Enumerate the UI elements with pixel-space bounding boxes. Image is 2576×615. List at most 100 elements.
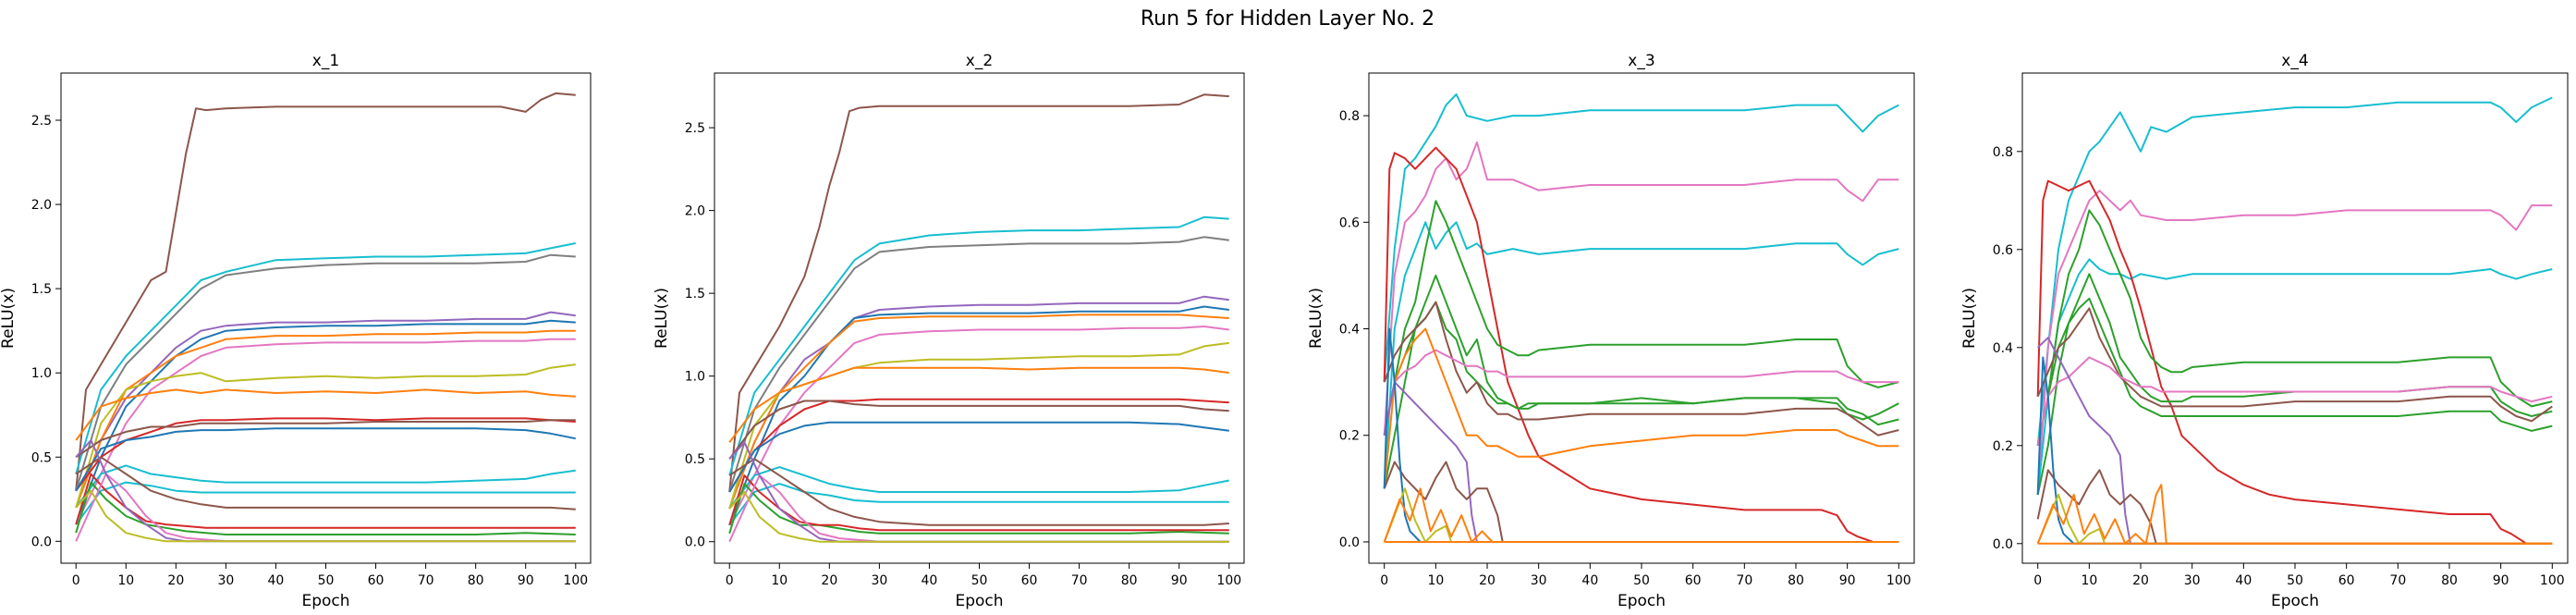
y-tick-label: 2.0 — [685, 204, 705, 219]
y-tick-label: 0.0 — [1993, 537, 2013, 552]
series-line-8 — [1383, 301, 1899, 437]
subplot-grid: 0 10 20 30 40 50 60 70 80 90 1000.00.51.01.52.02.5… — [0, 52, 2569, 610]
x-tick-label: 70 — [2389, 573, 2406, 588]
series-line-10 — [2037, 337, 2553, 545]
x-tick-label: 70 — [1071, 573, 1088, 588]
subplot-4: 0 10 20 30 40 50 60 70 80 90 100 0.0 0.2 0.4 0.6 0.8 x_4… — [1960, 52, 2569, 610]
series-line-2 — [75, 242, 576, 474]
y-tick-label: 1.5 — [31, 282, 52, 297]
series-line-9 — [728, 366, 1229, 443]
x-tick-label: 70 — [418, 573, 434, 588]
x-tick-label: 10 — [1427, 573, 1444, 588]
series-line-4 — [75, 311, 576, 509]
x-tick-label: 80 — [1121, 573, 1138, 588]
series-line-5 — [2036, 209, 2553, 447]
series-line-16 — [75, 481, 576, 535]
x-tick-label: 60 — [368, 573, 385, 588]
series-line-10 — [728, 398, 1229, 493]
series-line-7 — [75, 338, 576, 525]
y-tick-label: 2.5 — [685, 121, 705, 136]
x-tick-label: 20 — [2132, 573, 2149, 588]
y-tick-label: 0.8 — [1993, 145, 2013, 160]
x-axis-label: Epoch — [955, 592, 1003, 610]
y-axis-label: ReLU(x) — [0, 288, 18, 349]
series-line-2 — [1383, 141, 1899, 436]
series-line-17 — [728, 474, 1229, 532]
y-tick-label: 1.0 — [31, 366, 52, 381]
x-tick-label: 60 — [1021, 573, 1038, 588]
series-line-1 — [1383, 93, 1899, 383]
series-line-5 — [728, 305, 1229, 526]
subplot-3: 0 10 20 30 40 50 60 70 80 90 100 0.0 0.2 0.4 0.6 0.8 x_3… — [1307, 52, 1915, 610]
x-tick-label: 80 — [468, 573, 484, 588]
x-tick-label: 100 — [563, 573, 588, 588]
x-tick-label: 80 — [1788, 573, 1804, 588]
x-tick-label: 40 — [1581, 573, 1598, 588]
plot-area — [2021, 72, 2569, 564]
x-tick-label: 70 — [1736, 573, 1752, 588]
y-tick-label: 0.0 — [685, 535, 705, 550]
x-tick-label: 30 — [871, 573, 887, 588]
x-tick-label: 20 — [821, 573, 837, 588]
x-tick-label: 30 — [2184, 573, 2201, 588]
series-line-20 — [75, 489, 576, 543]
x-tick-label: 0 — [2033, 573, 2042, 588]
series-line-10 — [1383, 327, 1899, 489]
series-line-4 — [2036, 179, 2553, 545]
x-tick-label: 50 — [971, 573, 988, 588]
y-tick-label: 0.8 — [1339, 109, 1360, 124]
x-tick-label: 50 — [1633, 573, 1650, 588]
x-tick-label: 20 — [1479, 573, 1496, 588]
y-tick-label: 0.5 — [685, 452, 705, 467]
x-tick-label: 10 — [2081, 573, 2097, 588]
y-tick-label: 2.0 — [31, 198, 52, 213]
plot-area — [714, 72, 1245, 564]
subplot-title: x_1 — [312, 52, 339, 70]
x-tick-label: 100 — [1216, 573, 1241, 588]
y-tick-label: 0.4 — [1993, 341, 2013, 356]
x-axis-label: Epoch — [301, 592, 349, 610]
series-line-12 — [1383, 461, 1899, 543]
series-line-1 — [728, 93, 1229, 493]
x-tick-label: 90 — [1171, 573, 1188, 588]
x-axis-label: Epoch — [1618, 592, 1666, 610]
series-line-15 — [75, 456, 576, 510]
y-axis-label: ReLU(x) — [1307, 288, 1325, 349]
y-tick-label: 0.4 — [1339, 323, 1360, 338]
y-tick-label: 0.0 — [1339, 535, 1360, 550]
series-line-12 — [728, 421, 1229, 493]
series-line-11 — [1383, 381, 1899, 543]
series-line-3 — [2036, 258, 2553, 495]
figure-title: Run 5 for Hidden Layer No. 2 — [1141, 7, 1435, 31]
series-line-5 — [1383, 200, 1899, 436]
series-line-9 — [2036, 356, 2553, 447]
series-line-15 — [1383, 487, 1899, 543]
x-tick-label: 100 — [1886, 573, 1911, 588]
series-line-11 — [728, 400, 1229, 460]
x-tick-label: 50 — [318, 573, 335, 588]
series-line-5 — [75, 319, 576, 525]
x-tick-label: 60 — [1685, 573, 1702, 588]
x-tick-label: 0 — [726, 573, 734, 588]
series-line-4 — [728, 295, 1229, 510]
y-tick-label: 0.5 — [31, 450, 52, 465]
x-tick-label: 90 — [1839, 573, 1856, 588]
series-line-17 — [75, 473, 576, 529]
series-line-7 — [2036, 297, 2553, 447]
series-line-10 — [75, 417, 576, 492]
series-line-20 — [728, 491, 1229, 543]
x-tick-label: 10 — [117, 573, 134, 588]
series-line-3 — [75, 253, 576, 491]
subplot-2: 0 10 20 30 40 50 60 70 80 90 100 0.0 0.5 1.0 1.5 2.0 2.5… — [653, 52, 1245, 610]
series-line-11 — [75, 419, 576, 459]
y-tick-label: 0.0 — [31, 535, 52, 549]
series-line-2 — [2036, 190, 2553, 495]
y-tick-label: 1.0 — [685, 370, 705, 385]
subplot-1: 0 10 20 30 40 50 60 70 80 90 100 0.0 0.5 1.0 1.5 2.0 2.5… — [0, 52, 592, 610]
series-line-9 — [75, 388, 576, 441]
series-line-15 — [728, 458, 1229, 526]
series-line-7 — [728, 326, 1229, 526]
y-tick-label: 0.2 — [1993, 439, 2013, 454]
x-tick-label: 0 — [72, 573, 80, 588]
series-line-11 — [2036, 469, 2553, 545]
